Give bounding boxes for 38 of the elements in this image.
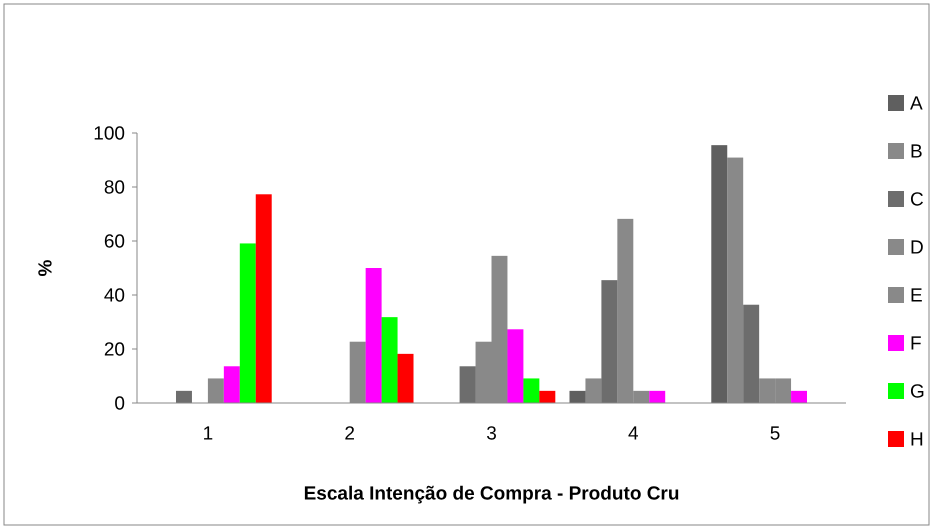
bar [224, 366, 240, 403]
y-tick-label: 0 [114, 394, 125, 415]
bar [601, 280, 618, 403]
bar [398, 354, 414, 403]
y-axis-title: % [36, 259, 57, 276]
bar [507, 329, 524, 403]
bar [649, 390, 666, 403]
x-tick-label: 1 [202, 424, 214, 445]
bar [460, 366, 476, 403]
bar [176, 390, 192, 403]
y-tick-label: 40 [104, 286, 125, 307]
bar [256, 194, 272, 403]
legend-label: G [910, 382, 925, 403]
y-tick-label: 20 [104, 340, 125, 361]
y-tick-label: 80 [104, 178, 125, 199]
bar [569, 390, 586, 403]
bar [791, 390, 808, 403]
legend-label: F [910, 334, 922, 355]
x-tick-label: 4 [628, 424, 640, 445]
bar [539, 390, 556, 403]
bar [743, 304, 760, 403]
bar [382, 317, 398, 403]
x-axis-title: Escala Intenção de Compra - Produto Cru [304, 484, 680, 505]
bar [240, 243, 256, 403]
y-tick-label: 60 [104, 232, 125, 253]
y-tick-label: 100 [93, 124, 125, 145]
bar [523, 378, 540, 403]
legend-label: A [910, 94, 923, 115]
x-tick-label: 3 [486, 424, 497, 445]
legend-label: H [910, 430, 924, 451]
bar [711, 145, 728, 403]
x-tick-label: 2 [344, 424, 355, 445]
legend-label: E [910, 286, 923, 307]
bar [366, 268, 382, 403]
legend-label: B [910, 142, 923, 163]
legend-label: D [910, 238, 924, 259]
x-tick-label: 5 [770, 424, 780, 445]
legend-label: C [910, 190, 924, 211]
